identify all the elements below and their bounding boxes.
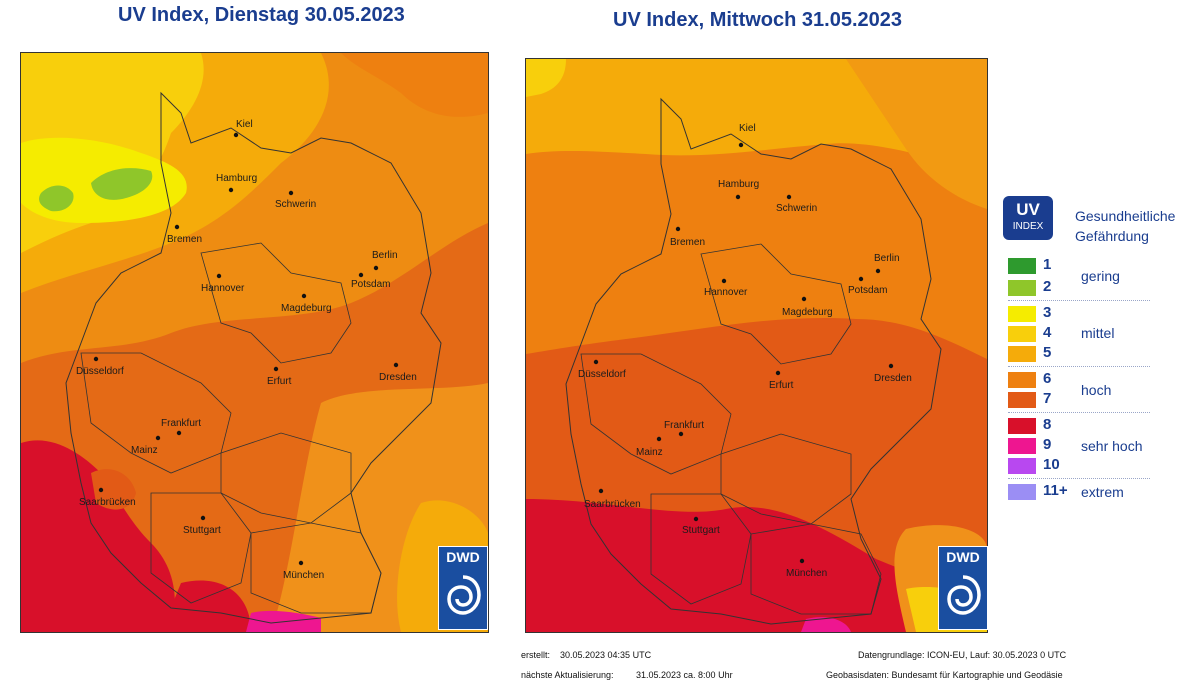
legend-level-5: 5: [1043, 344, 1052, 361]
city-kiel-label: Kiel: [739, 123, 756, 134]
uv-map-tuesday-field: Kiel Hamburg Schwerin Bremen Berlin Pots…: [21, 53, 488, 632]
uv-index-badge: UV INDEX: [1003, 196, 1053, 240]
city-kiel-label: Kiel: [236, 119, 253, 130]
city-potsdam-label: Potsdam: [848, 285, 887, 296]
footer-next-update-label: nächste Aktualisierung:: [521, 670, 614, 680]
footer-data-basis: Datengrundlage: ICON-EU, Lauf: 30.05.202…: [858, 650, 1067, 660]
uv-badge-sub: INDEX: [1012, 221, 1044, 232]
legend-swatch-4: [1008, 326, 1036, 342]
city-erfurt-label: Erfurt: [769, 380, 794, 391]
legend-category-extrem: extrem: [1081, 484, 1124, 500]
legend-level-11: 11+: [1043, 482, 1068, 499]
city-schwerin-label: Schwerin: [275, 199, 316, 210]
city-stuttgart-label: Stuttgart: [183, 525, 221, 536]
city-berlin-label: Berlin: [372, 250, 398, 261]
city-muenchen-label: München: [786, 568, 827, 579]
city-frankfurt-label: Frankfurt: [161, 418, 201, 429]
legend-level-10: 10: [1043, 456, 1060, 473]
legend-swatch-5: [1008, 346, 1036, 362]
city-mainz-label: Mainz: [636, 447, 663, 458]
city-muenchen-label: München: [283, 570, 324, 581]
legend-category-sehr-hoch: sehr hoch: [1081, 438, 1143, 454]
legend-swatch-2: [1008, 280, 1036, 296]
legend-swatch-8: [1008, 418, 1036, 434]
legend-separator: [1008, 478, 1150, 479]
city-mainz-label: Mainz: [131, 445, 158, 456]
legend-separator: [1008, 366, 1150, 367]
city-schwerin-label: Schwerin: [776, 203, 817, 214]
footer-geo-basis: Geobasisdaten: Bundesamt für Kartographi…: [826, 670, 1063, 680]
legend-heading: Gesundheitliche Gefährdung: [1075, 208, 1176, 244]
city-duesseldorf-label: Düsseldorf: [578, 369, 626, 380]
city-erfurt-label: Erfurt: [267, 376, 292, 387]
legend-separator: [1008, 300, 1150, 301]
city-hannover-label: Hannover: [704, 287, 748, 298]
dwd-logo-left: DWD: [438, 546, 488, 630]
legend-level-8: 8: [1043, 416, 1052, 433]
legend-level-3: 3: [1043, 304, 1052, 321]
city-magdeburg-label: Magdeburg: [281, 303, 332, 314]
legend-swatch-9: [1008, 438, 1036, 454]
footer-created-label: erstellt:: [521, 650, 551, 660]
legend-level-4: 4: [1043, 324, 1052, 341]
footer-next-update-value: 31.05.2023 ca. 8:00 Uhr: [636, 670, 733, 680]
title-wednesday: UV Index, Mittwoch 31.05.2023: [613, 9, 902, 31]
uv-map-wednesday-field: Kiel Hamburg Schwerin Bremen Berlin Pots…: [526, 59, 987, 632]
legend-level-9: 9: [1043, 436, 1052, 453]
legend-separator: [1008, 412, 1150, 413]
uv-map-wednesday: Kiel Hamburg Schwerin Bremen Berlin Pots…: [525, 58, 988, 633]
city-hamburg-label: Hamburg: [216, 173, 257, 184]
uv-badge-main: UV: [1016, 200, 1040, 219]
dwd-swirl-icon: [447, 575, 481, 615]
legend-swatch-3: [1008, 306, 1036, 322]
footer-created-value: 30.05.2023 04:35 UTC: [560, 650, 652, 660]
city-potsdam-label: Potsdam: [351, 279, 390, 290]
legend-level-6: 6: [1043, 370, 1052, 387]
city-markers-tuesday: Kiel Hamburg Schwerin Bremen Berlin Pots…: [76, 119, 417, 581]
uv-legend: UV INDEX Gesundheitliche Gefährdung 1 2 …: [1003, 196, 1193, 516]
legend-swatch-11: [1008, 484, 1036, 500]
dwd-logo-right: DWD: [938, 546, 988, 630]
legend-swatch-7: [1008, 392, 1036, 408]
legend-level-2: 2: [1043, 278, 1052, 295]
city-frankfurt-label: Frankfurt: [664, 420, 704, 431]
legend-category-mittel: mittel: [1081, 325, 1115, 341]
city-stuttgart-label: Stuttgart: [682, 525, 720, 536]
city-bremen-label: Bremen: [670, 237, 705, 248]
uv-map-tuesday: Kiel Hamburg Schwerin Bremen Berlin Pots…: [20, 52, 489, 633]
city-berlin-label: Berlin: [874, 253, 900, 264]
city-saarbruecken-label: Saarbrücken: [79, 497, 136, 508]
legend-swatch-1: [1008, 258, 1036, 274]
dwd-logo-text: DWD: [446, 549, 480, 565]
city-saarbruecken-label: Saarbrücken: [584, 499, 641, 510]
city-bremen-label: Bremen: [167, 234, 202, 245]
city-hamburg-label: Hamburg: [718, 179, 759, 190]
legend-level-1: 1: [1043, 256, 1052, 273]
city-markers-wednesday: Kiel Hamburg Schwerin Bremen Berlin Pots…: [578, 123, 912, 579]
legend-level-7: 7: [1043, 390, 1052, 407]
city-duesseldorf-label: Düsseldorf: [76, 366, 124, 377]
dwd-swirl-icon: [947, 575, 981, 615]
title-tuesday: UV Index, Dienstag 30.05.2023: [118, 4, 405, 26]
legend-category-gering: gering: [1081, 268, 1120, 284]
legend-swatch-6: [1008, 372, 1036, 388]
city-hannover-label: Hannover: [201, 283, 245, 294]
city-magdeburg-label: Magdeburg: [782, 307, 833, 318]
dwd-logo-text: DWD: [946, 549, 980, 565]
city-dresden-label: Dresden: [874, 373, 912, 384]
legend-swatch-10: [1008, 458, 1036, 474]
legend-category-hoch: hoch: [1081, 382, 1112, 398]
city-dresden-label: Dresden: [379, 372, 417, 383]
